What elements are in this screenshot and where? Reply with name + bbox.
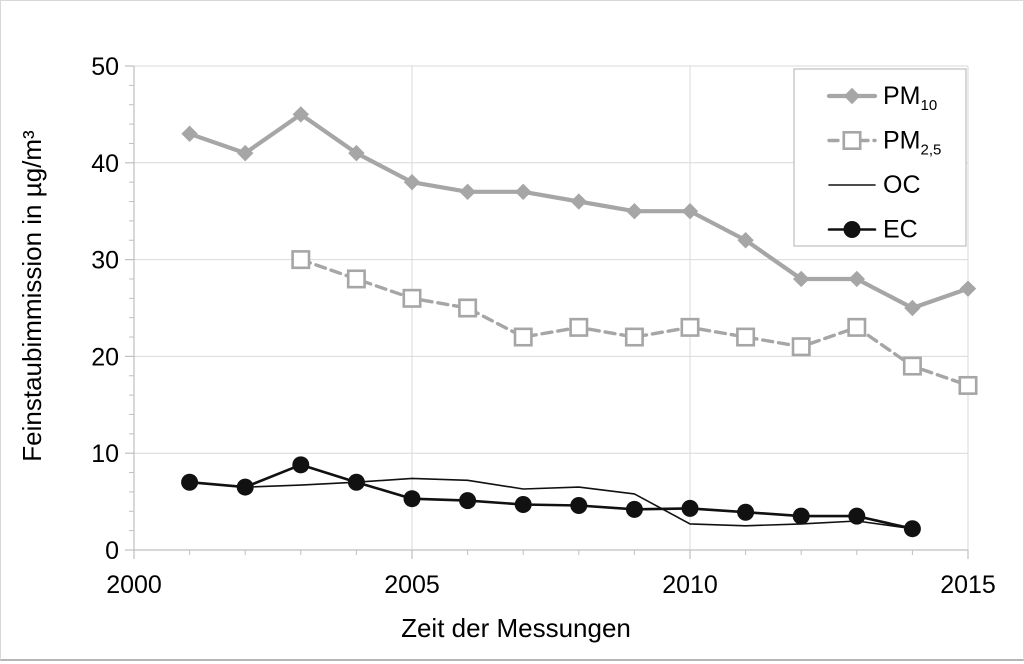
y-tick-label: 50 [91,53,119,81]
legend-item-pm25: PM2,5 [827,127,941,159]
y-tick-labels: 0 10 20 30 40 50 [91,53,119,565]
legend-label: PM10 [883,82,937,114]
circle-marker [792,507,810,525]
diamond-marker [515,183,532,201]
square-marker [902,356,922,376]
legend-item-pm10: PM10 [826,82,937,114]
x-tick-label: 2015 [940,571,996,599]
square-marker [680,317,700,337]
circle-marker [681,499,699,517]
square-marker [569,317,589,337]
y-tick-label: 0 [105,537,119,565]
square-marker [736,327,756,347]
circle-marker [403,490,421,508]
square-marker [346,269,366,289]
diamond-marker [793,270,810,288]
x-axis-title: Zeit der Messungen [401,613,631,643]
series-line-ec [188,463,914,530]
legend-item-oc: OC [828,171,921,199]
diamond-marker [626,203,643,220]
square-marker [624,327,644,347]
square-marker [291,250,311,270]
square-marker [847,317,867,337]
diamond-marker [737,232,754,249]
circle-marker [459,492,477,510]
diamond-marker [904,299,921,317]
series-pm25 [291,250,978,395]
x-tick-label: 2005 [384,571,440,599]
diamond-marker [403,173,421,191]
y-tick-label: 40 [91,150,119,178]
circle-marker [236,478,254,496]
series-line-pm25 [299,257,970,388]
diamond-marker [292,106,309,123]
circle-marker [570,496,588,514]
diamond-marker [181,125,198,142]
y-axis-title: Feinstaubimmission in µg/m³ [17,130,47,462]
diamond-marker [459,183,476,201]
diamond-marker [348,144,365,162]
circle-marker [848,507,866,525]
legend-label: PM2,5 [883,127,941,159]
square-marker [458,298,478,318]
axes [125,65,969,559]
square-marker [958,375,978,395]
legend-item-ec: EC [827,216,918,244]
square-marker [513,327,533,347]
diamond-marker [848,270,865,288]
square-marker [402,288,422,308]
series-ec [181,456,921,538]
diamond-marker [570,193,587,210]
legend-label: EC [883,216,918,244]
diamond-marker [843,87,861,105]
diamond-marker [681,203,699,220]
x-tick-label: 2010 [662,571,718,599]
legend-label: OC [883,171,921,199]
square-marker [842,131,862,151]
circle-marker [737,503,755,521]
gridlines [134,65,969,550]
circle-marker [625,500,643,518]
x-tick-label: 2000 [106,571,162,599]
series-pm10 [181,106,977,317]
y-tick-label: 30 [91,247,119,275]
y-tick-label: 10 [91,440,119,468]
x-tick-labels: 2000 2005 2010 2015 [106,571,996,599]
y-tick-label: 20 [91,343,119,371]
circle-marker [843,221,861,238]
circle-marker [181,473,199,491]
circle-marker [514,496,532,514]
diamond-marker [237,144,254,162]
series-oc [188,477,914,530]
legend: PM10 PM2,5 OC EC [793,68,967,247]
circle-marker [347,473,365,491]
diamond-marker [959,280,977,297]
series-line-oc [188,477,914,530]
legend-box [793,68,967,247]
circle-marker [292,456,310,474]
series-group [181,106,978,538]
square-marker [791,337,811,357]
circle-marker [903,520,921,538]
